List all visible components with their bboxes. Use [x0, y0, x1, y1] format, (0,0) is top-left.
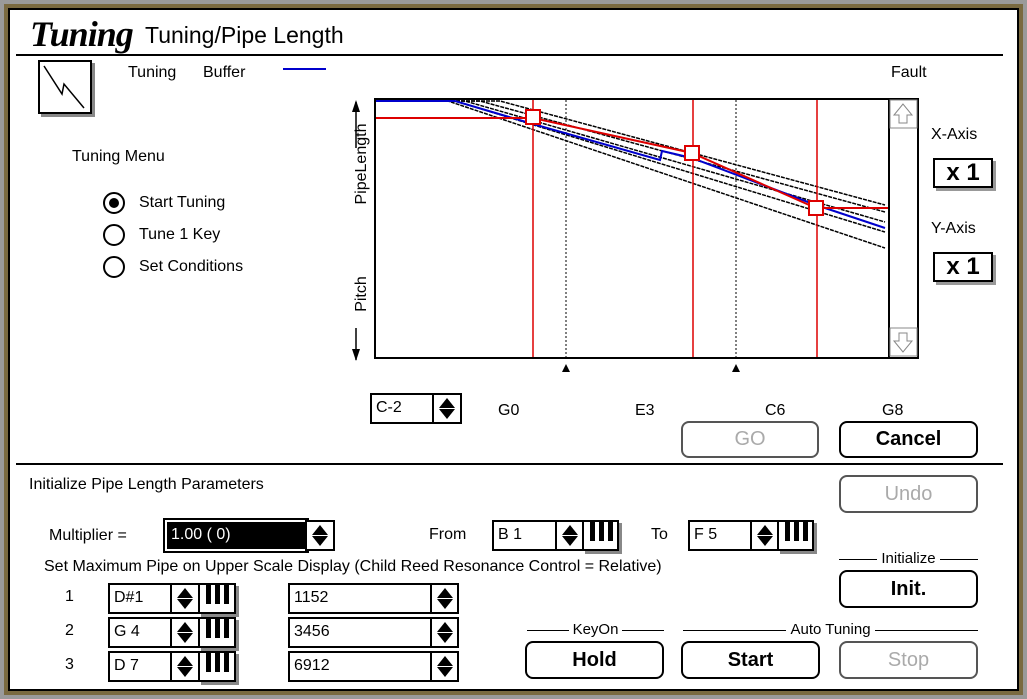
max-pipe-value-stepper[interactable]	[430, 651, 459, 682]
max-pipe-value-field[interactable]: 6912	[288, 651, 432, 682]
tuning-window: Tuning Tuning/Pipe Length Tuning Buffer …	[8, 8, 1019, 691]
y-axis-label: Y-Axis	[931, 220, 976, 237]
max-pipe-note-stepper[interactable]	[170, 617, 200, 648]
to-label: To	[651, 526, 668, 543]
max-pipe-value-stepper[interactable]	[430, 617, 459, 648]
hold-button[interactable]: Hold	[525, 641, 664, 679]
max-pipe-value-field[interactable]: 3456	[288, 617, 432, 648]
max-pipe-keyboard-icon[interactable]	[198, 583, 236, 614]
keyon-group-label: KeyOn	[527, 621, 664, 638]
max-pipe-keyboard-icon[interactable]	[198, 617, 236, 648]
auto-tuning-group-label: Auto Tuning	[683, 621, 978, 638]
x-label-c6: C6	[765, 402, 786, 419]
y-axis-scale-button[interactable]: x 1	[933, 252, 993, 282]
window-title: Tuning/Pipe Length	[145, 22, 344, 48]
max-pipe-note-field[interactable]: G 4	[108, 617, 172, 648]
undo-button[interactable]: Undo	[839, 475, 978, 513]
buffer-curve	[376, 100, 886, 229]
initialize-group-label: Initialize	[839, 550, 978, 567]
from-label: From	[429, 526, 467, 543]
title-divider	[16, 54, 1003, 56]
multiplier-label: Multiplier =	[49, 527, 127, 544]
pipe-curve	[376, 100, 886, 213]
x-axis-scale-button[interactable]: x 1	[933, 158, 993, 188]
tuning-menu-title: Tuning Menu	[72, 148, 165, 165]
max-pipe-value-stepper[interactable]	[430, 583, 459, 614]
x-label-g0: G0	[498, 402, 520, 419]
key-point-handle[interactable]	[525, 109, 541, 125]
plot-frame	[374, 98, 919, 359]
x-axis-label: X-Axis	[931, 126, 978, 143]
to-note-stepper[interactable]	[750, 520, 779, 551]
start-button[interactable]: Start	[681, 641, 820, 679]
to-note-field[interactable]: F 5	[688, 520, 752, 551]
key-point-handle[interactable]	[684, 145, 700, 161]
app-logo: Tuning	[30, 14, 134, 54]
max-pipe-note-stepper[interactable]	[170, 583, 200, 614]
init-button[interactable]: Init.	[839, 570, 978, 608]
legend-tuning: Tuning	[128, 64, 177, 81]
range-marker-icon	[562, 364, 570, 372]
row-number: 2	[65, 622, 74, 639]
x-label-e3: E3	[635, 402, 655, 419]
multiplier-stepper[interactable]	[305, 520, 335, 551]
y-axis-arrows	[352, 100, 360, 361]
graph-icon[interactable]	[38, 60, 92, 114]
from-note-field[interactable]: B 1	[492, 520, 557, 551]
params-heading: Initialize Pipe Length Parameters	[29, 476, 264, 493]
max-pipe-keyboard-icon[interactable]	[198, 651, 236, 682]
range-marker-icon	[732, 364, 740, 372]
buffer-legend-line	[283, 68, 326, 70]
cancel-button[interactable]: Cancel	[839, 421, 978, 458]
start-note-field[interactable]: C-2	[370, 393, 434, 424]
stop-button[interactable]: Stop	[839, 641, 978, 679]
tuning-graph[interactable]	[372, 98, 922, 373]
row-number: 1	[65, 588, 74, 605]
from-keyboard-icon[interactable]	[582, 520, 619, 551]
max-pipe-value-field[interactable]: 1152	[288, 583, 432, 614]
up-arrow-glyph	[892, 103, 914, 124]
start-note-stepper[interactable]	[432, 393, 462, 424]
key-point-handle[interactable]	[808, 200, 824, 216]
go-button[interactable]: GO	[681, 421, 819, 458]
from-note-stepper[interactable]	[555, 520, 584, 551]
legend-buffer: Buffer	[203, 64, 246, 81]
max-pipe-note-stepper[interactable]	[170, 651, 200, 682]
row-number: 3	[65, 656, 74, 673]
pipe-curve	[376, 100, 886, 223]
fault-label: Fault	[891, 64, 927, 81]
section-divider	[16, 463, 1003, 465]
max-pipe-note-field[interactable]: D#1	[108, 583, 172, 614]
down-arrow-glyph	[892, 332, 914, 353]
x-label-g8: G8	[882, 402, 904, 419]
max-pipe-note-field[interactable]: D 7	[108, 651, 172, 682]
to-keyboard-icon[interactable]	[777, 520, 814, 551]
multiplier-field[interactable]: 1.00 ( 0)	[163, 518, 309, 553]
max-pipe-text: Set Maximum Pipe on Upper Scale Display …	[44, 558, 662, 575]
